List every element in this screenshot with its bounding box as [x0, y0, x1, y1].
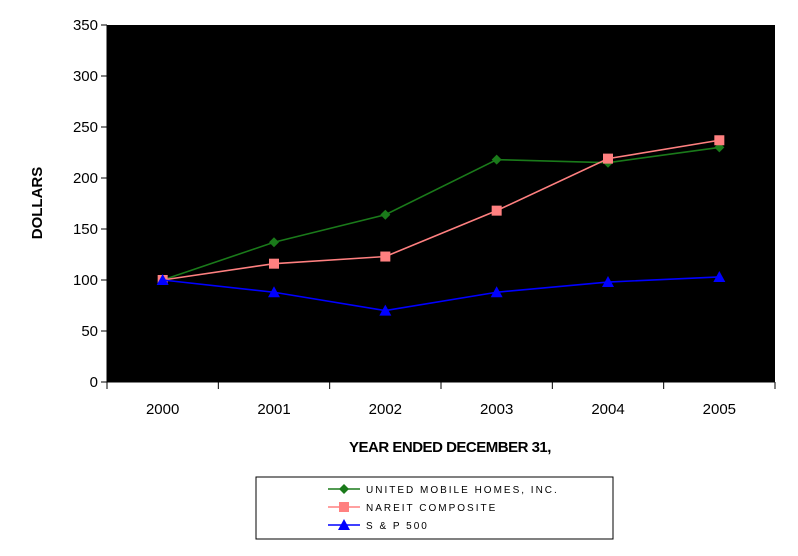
x-tick-label: 2002 [369, 401, 402, 418]
data-point [269, 258, 279, 269]
y-tick-label: 100 [73, 272, 98, 289]
x-axis: 2000 2001 2002 2003 2004 2005 [106, 381, 776, 418]
legend-swatch-marker [339, 502, 349, 512]
legend-label: NAREIT COMPOSITE [366, 503, 497, 514]
y-tick-label: 150 [73, 221, 98, 238]
data-point [491, 205, 502, 216]
x-tick-label: 2005 [703, 401, 736, 418]
data-point [602, 276, 614, 288]
data-point [714, 135, 725, 146]
y-axis-title: DOLLARS [29, 167, 46, 240]
data-point [380, 209, 391, 220]
legend-label: S & P 500 [366, 521, 429, 532]
y-tick-label: 200 [73, 170, 98, 187]
legend-entry: NAREIT COMPOSITE [328, 502, 497, 514]
series-layer [156, 135, 726, 316]
series-line [162, 139, 720, 281]
y-tick-label: 50 [81, 323, 98, 340]
legend-entry: S & P 500 [328, 519, 429, 532]
data-point [491, 154, 502, 165]
data-point [713, 270, 726, 282]
series-line [162, 276, 720, 312]
x-tick-label: 2001 [257, 401, 290, 418]
y-tick-label: 300 [73, 68, 98, 85]
y-tick-label: 350 [73, 17, 98, 34]
y-axis: 0 50 100 150 200 250 300 350 [73, 17, 108, 391]
data-point [603, 153, 613, 164]
legend-label: UNITED MOBILE HOMES, INC. [366, 485, 559, 496]
data-point [156, 274, 169, 285]
x-tick-label: 2000 [146, 401, 179, 418]
x-tick-label: 2003 [480, 401, 513, 418]
legend-entry: UNITED MOBILE HOMES, INC. [328, 484, 559, 496]
plot-area [107, 25, 775, 382]
x-tick-label: 2004 [591, 401, 624, 418]
data-point [379, 304, 392, 316]
data-point [490, 286, 503, 298]
legend-swatch-marker [338, 519, 350, 530]
legend: UNITED MOBILE HOMES, INC. NAREIT COMPOSIT… [328, 484, 559, 532]
legend-swatch-marker [339, 484, 349, 494]
data-point [268, 286, 280, 298]
legend-box [255, 476, 614, 540]
data-point [380, 251, 391, 262]
series-2 [156, 270, 726, 316]
x-axis-title: YEAR ENDED DECEMBER 31, [349, 439, 551, 456]
data-point [269, 237, 279, 248]
y-tick-label: 0 [90, 374, 98, 391]
series-line [162, 146, 720, 281]
y-tick-label: 250 [73, 119, 98, 136]
